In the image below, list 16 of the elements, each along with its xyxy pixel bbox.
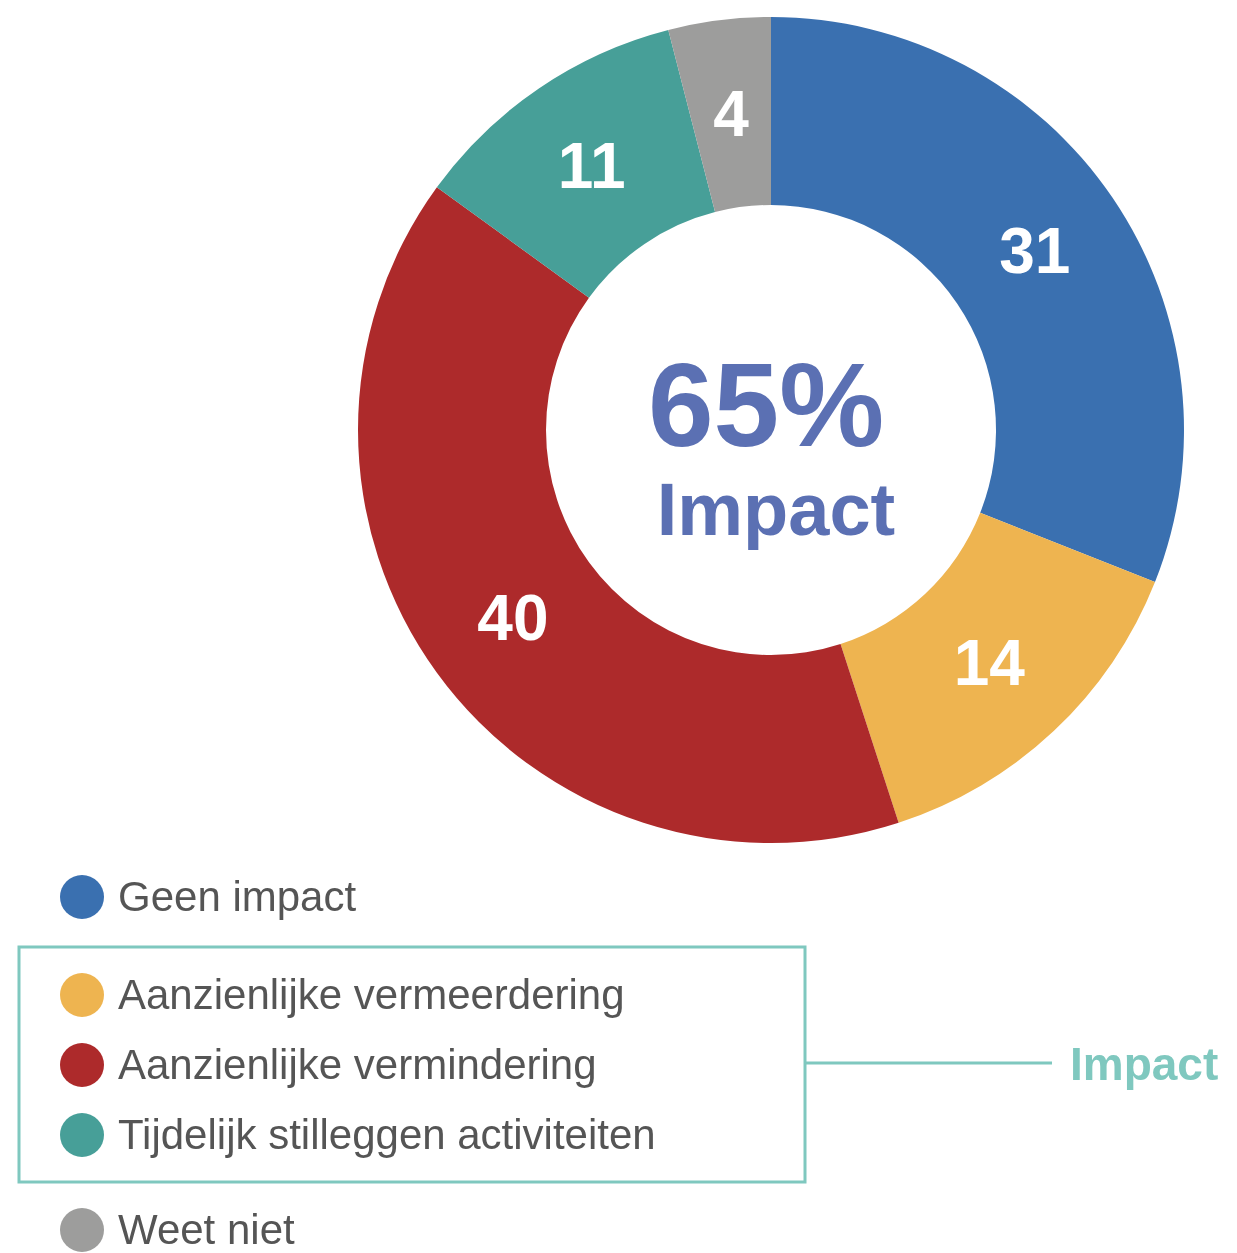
text: Impact (655, 468, 897, 551)
legend-label: Tijdelijk stilleggen activiteiten (118, 1111, 656, 1159)
donut-slice (436, 29, 716, 298)
data-label: 11 (557, 130, 626, 203)
data-label: 4 (713, 77, 750, 150)
legend-label: Weet niet (118, 1206, 295, 1253)
donut-slice (668, 17, 771, 213)
legend-label: Aanzienlijke vermeerdering (118, 971, 625, 1019)
text: 65% (646, 339, 886, 471)
legend-label: Geen impact (118, 873, 357, 921)
data-label: 14 (953, 626, 1026, 699)
legend-label: Aanzienlijke vermindering (118, 1041, 597, 1089)
donut-slice (358, 187, 899, 843)
text: Impact (1070, 1038, 1219, 1090)
data-label: 40 (477, 581, 549, 654)
data-label: 31 (999, 214, 1071, 287)
